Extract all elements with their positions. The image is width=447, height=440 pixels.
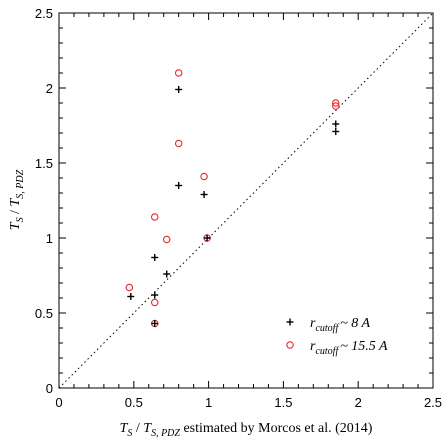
y-tick-label: 0.5 [35, 306, 53, 321]
axis-ticks [58, 12, 434, 389]
y-tick-label: 0 [46, 381, 53, 396]
circle-data-point [332, 102, 340, 110]
plus-data-point [200, 191, 208, 198]
x-tick-label: 0.5 [125, 395, 143, 410]
circle-data-point [162, 235, 171, 244]
circle-data-point [150, 213, 159, 221]
circle-data-point [174, 139, 183, 148]
legend: rcutoff ~ 8 A rcutoff ~ 15.5 A [286, 316, 388, 357]
y-tick-label: 2.5 [35, 6, 53, 21]
legend-entry-cutoff-15-5: rcutoff ~ 15.5 A [286, 339, 388, 357]
circle-data-point [200, 172, 208, 181]
plus-data-point [332, 120, 340, 128]
x-tick-label: 2 [355, 395, 362, 410]
y-tick-label: 2 [46, 81, 53, 96]
legend-plus-glyph [286, 318, 294, 326]
plus-data-point [127, 293, 135, 300]
y-tick-label: 1 [46, 231, 53, 246]
legend-entry-cutoff-8: rcutoff ~ 8 A [286, 316, 371, 334]
legend-circle-glyph [286, 341, 294, 349]
plus-data-point [151, 320, 159, 327]
plus-data-point [332, 128, 340, 135]
plus-data-point [151, 254, 159, 261]
data-points [125, 69, 340, 328]
circle-data-point [150, 298, 159, 307]
legend-plus-marker [286, 318, 294, 326]
x-axis-label: TS / TS, PDZ estimated by Morcos et al. … [120, 421, 373, 439]
plot-frame [58, 12, 434, 389]
y-tick-label: 1.5 [35, 156, 53, 171]
plus-data-point [175, 182, 183, 189]
x-tick-label: 1.5 [274, 395, 292, 410]
circle-data-point [125, 283, 134, 292]
plus-data-point [163, 270, 171, 278]
plus-data-point [175, 86, 183, 93]
legend-label-cutoff-15-5: rcutoff ~ 15.5 A [310, 339, 388, 357]
legend-circle-marker [286, 341, 294, 349]
y-axis-label: TS / TS, PDZ [8, 169, 26, 230]
legend-label-cutoff-8: rcutoff ~ 8 A [310, 316, 371, 334]
circle-data-point [174, 69, 183, 77]
x-tick-label: 0 [55, 395, 62, 410]
tick-labels: 0 0.5 1 1.5 2 2.5 0 0.5 1 1.5 2 2.5 [35, 6, 442, 410]
plus-data-point [203, 234, 211, 242]
reference-line [58, 12, 434, 389]
x-tick-label: 1 [205, 395, 212, 410]
circle-data-point [332, 99, 340, 107]
x-tick-label: 2.5 [424, 395, 442, 410]
plus-data-point [151, 291, 159, 299]
